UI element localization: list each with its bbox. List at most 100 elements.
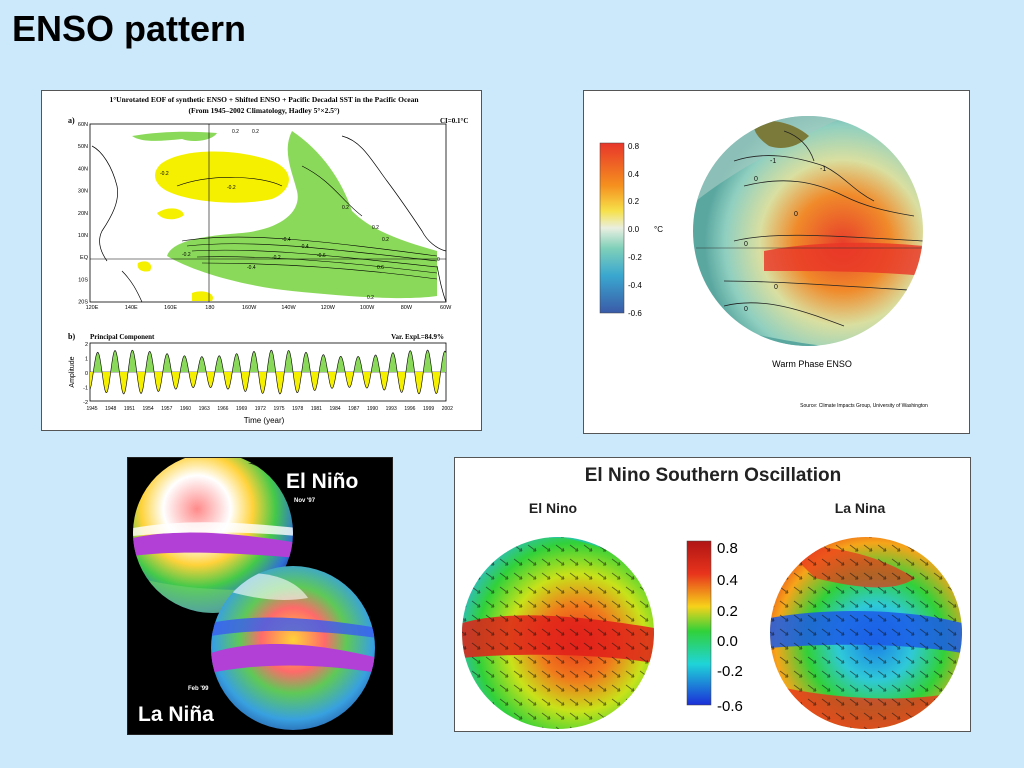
pc-year-label: 1981 <box>311 406 322 412</box>
pc-ytick-label: 1 <box>85 357 88 363</box>
eof-title-line2: (From 1945–2002 Climatology, Hadley 5°×2… <box>189 106 340 115</box>
eof-positive-region <box>167 131 437 299</box>
eof-contour-label: -0.2 <box>182 252 191 258</box>
pc-ylabel: Amplitude <box>69 356 76 387</box>
warm-globe <box>693 116 923 346</box>
eof-lon-label: 80W <box>401 305 413 311</box>
eof-title-line1: 1°Unrotated EOF of synthetic ENSO + Shif… <box>109 95 419 104</box>
warm-colorbar-tick: 0.8 <box>628 142 640 151</box>
eof-lon-label: 160E <box>164 305 177 311</box>
eof-contour-label: -0.6 <box>317 253 326 259</box>
pc-year-label: 1990 <box>367 406 378 412</box>
la-nina-label: La Niña <box>138 703 214 726</box>
eof-lon-label: 120E <box>86 305 99 311</box>
oscillation-colorbar-tick: 0.8 <box>717 540 738 557</box>
eof-lat-label: 20N <box>78 211 88 217</box>
eof-lon-label: 140E <box>125 305 138 311</box>
eof-negative-region-north <box>155 151 289 203</box>
oscillation-title: El Nino Southern Oscillation <box>585 465 842 486</box>
enso-oscillation-figure: El Nino Southern Oscillation El Nino La … <box>454 457 971 732</box>
pc-year-label: 1954 <box>143 406 154 412</box>
pc-year-label: 1975 <box>273 406 284 412</box>
warm-contour-label: 0 <box>754 176 758 183</box>
eof-contour-label: 0 <box>437 257 440 263</box>
eof-negative-region-south <box>137 261 152 272</box>
pc-series-line <box>89 349 447 395</box>
eof-negative-region-south2 <box>192 291 213 301</box>
warm-colorbar <box>599 142 625 314</box>
oscillation-colorbar-tick: 0.0 <box>717 633 738 650</box>
warm-contour-label: 0 <box>744 241 748 248</box>
enso-oscillation-svg: El Nino Southern Oscillation El Nino La … <box>462 465 962 729</box>
warm-source: Source: Climate Impacts Group, Universit… <box>800 403 928 409</box>
warm-contour-label: 0 <box>774 284 778 291</box>
pc-year-label: 1966 <box>217 406 228 412</box>
oscillation-colorbar <box>686 540 712 706</box>
pc-year-label: 1999 <box>423 406 434 412</box>
pc-year-label: 1951 <box>124 406 135 412</box>
eof-contour-label: 0.2 <box>342 205 349 211</box>
pc-title: Principal Component <box>90 333 155 341</box>
eof-positive-region-north <box>132 131 217 141</box>
pc-year-label: 1948 <box>105 406 116 412</box>
eof-negative-region-small <box>157 208 184 220</box>
eof-lat-label: 60N <box>78 122 88 128</box>
el-nino-label: El Niño <box>286 470 358 493</box>
eof-label-b: b) <box>68 332 75 341</box>
nino-nina-figure: El Niño Nov '97 Feb '99 La Niña <box>127 457 393 735</box>
warm-colorbar-tick: -0.6 <box>628 309 642 318</box>
pc-var-expl: Var. Expl.=84.9% <box>391 333 444 341</box>
oscillation-el-nino: El Nino <box>529 500 577 516</box>
eof-figure: 1°Unrotated EOF of synthetic ENSO + Shif… <box>41 90 482 431</box>
eof-lat-label: 30N <box>78 189 88 195</box>
pc-year-label: 1987 <box>348 406 359 412</box>
eof-contour-label: -0.4 <box>300 244 309 250</box>
pc-year-label: 1996 <box>404 406 415 412</box>
warm-caption: Warm Phase ENSO <box>772 359 852 369</box>
eof-lat-label: 50N <box>78 144 88 150</box>
warm-colorbar-tick: -0.4 <box>628 281 642 290</box>
eof-contour-label: 0.2 <box>382 237 389 243</box>
warm-contour-label: -1 <box>770 158 776 165</box>
warm-colorbar-tick: 0.0 <box>628 225 640 234</box>
eof-lon-label: 100W <box>360 305 375 311</box>
warm-contour-label: -1 <box>820 166 826 173</box>
eof-lat-label: 20S <box>78 300 88 306</box>
eof-lon-label: 60W <box>440 305 452 311</box>
pc-year-label: 1993 <box>386 406 397 412</box>
warm-contour-label: 0 <box>744 306 748 313</box>
pc-ytick-label: -2 <box>83 400 88 406</box>
slide-title: ENSO pattern <box>12 8 247 49</box>
pc-year-label: 1963 <box>199 406 210 412</box>
pc-year-label: 1984 <box>330 406 341 412</box>
eof-lon-label: 180 <box>205 305 214 311</box>
oscillation-la-nina: La Nina <box>835 500 886 516</box>
eof-lon-label: 140W <box>281 305 296 311</box>
pc-ytick-label: -1 <box>83 386 88 392</box>
oscillation-colorbar-tick: 0.2 <box>717 603 738 620</box>
el-nino-date: Nov '97 <box>294 498 316 504</box>
pc-year-label: 1978 <box>292 406 303 412</box>
warm-phase-figure: 0.8 0.4 0.2 0.0 -0.2 -0.4 -0.6 °C -1 -1 0 0 0 0 0 Wa… <box>583 90 970 434</box>
oscillation-colorbar-tick: -0.2 <box>717 663 743 680</box>
eof-contour-label: 0.6 <box>377 265 384 271</box>
warm-colorbar-tick: 0.2 <box>628 197 640 206</box>
oscillation-colorbar-tick: 0.4 <box>717 572 738 589</box>
eof-lat-label: 10S <box>78 277 88 283</box>
eof-contour-label: -0.2 <box>227 185 236 191</box>
pc-ytick-label: 2 <box>85 342 88 348</box>
la-nina-date: Feb '99 <box>188 686 209 692</box>
pc-year-label: 1957 <box>161 406 172 412</box>
pc-year-label: 1945 <box>86 406 97 412</box>
eof-ci: CI=0.1°C <box>440 117 468 125</box>
oscillation-colorbar-tick: -0.6 <box>717 698 743 715</box>
eof-contour-label: -0.4 <box>247 265 256 271</box>
pc-year-label: 2002 <box>442 406 453 412</box>
eof-contour-label: 0.2 <box>252 129 259 135</box>
eof-contour-label: -0.2 <box>272 255 281 261</box>
eof-contour-label: -0.4 <box>282 237 291 243</box>
eof-lon-label: 160W <box>242 305 257 311</box>
nino-nina-svg: El Niño Nov '97 Feb '99 La Niña <box>133 458 375 730</box>
pc-year-label: 1972 <box>255 406 266 412</box>
eof-svg: 1°Unrotated EOF of synthetic ENSO + Shif… <box>68 95 468 425</box>
